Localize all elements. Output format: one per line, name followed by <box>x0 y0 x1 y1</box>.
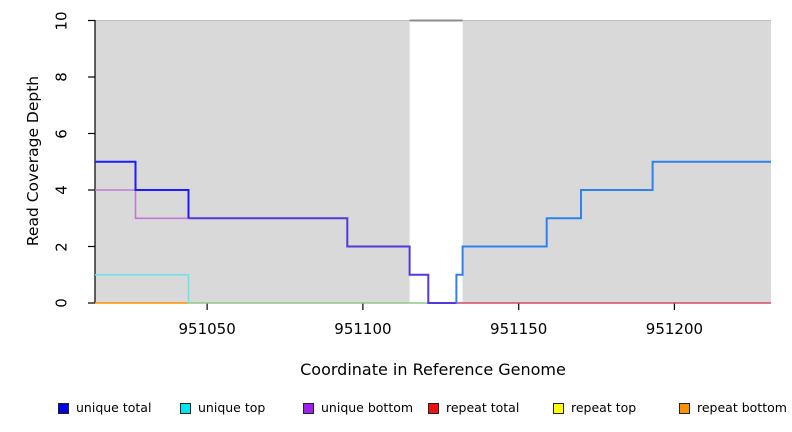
x-tick-label: 951050 <box>178 320 236 338</box>
x-axis-title: Coordinate in Reference Genome <box>300 360 566 379</box>
x-tick-label: 951200 <box>645 320 704 338</box>
y-tick-label: 6 <box>52 128 71 139</box>
y-tick-label: 4 <box>52 185 71 195</box>
legend-swatch-icon <box>553 402 564 414</box>
legend-label: unique total <box>76 400 152 415</box>
legend-label: repeat total <box>446 400 520 415</box>
series-unique-top-left <box>95 273 190 303</box>
series-unique-total-left <box>95 160 190 219</box>
legend-label: repeat top <box>571 400 637 415</box>
legend-swatch-icon <box>303 402 314 414</box>
legend-label: unique top <box>198 400 266 415</box>
legend-item-unique-total: unique total <box>58 401 151 415</box>
legend-swatch-icon <box>679 402 690 414</box>
legend-item-unique-top: unique top <box>180 401 265 415</box>
legend-label: unique bottom <box>321 400 414 415</box>
series-unique-total-bottom-overlap <box>188 217 457 304</box>
legend-item-unique-bottom: unique bottom <box>303 401 413 415</box>
y-tick-label: 2 <box>52 241 71 252</box>
y-tick-label: 0 <box>52 298 71 308</box>
y-tick-label: 10 <box>52 10 71 31</box>
series-unique-bottom <box>95 189 189 220</box>
legend-item-repeat-top: repeat top <box>553 401 636 415</box>
coverage-gap-band <box>409 20 463 303</box>
legend-item-repeat-total: repeat total <box>428 401 519 415</box>
legend-item-repeat-bottom: repeat bottom <box>679 401 787 415</box>
series-unique-total-top-overlap <box>455 160 771 303</box>
legend-swatch-icon <box>58 402 69 414</box>
y-axis-title: Read Coverage Depth <box>24 75 42 247</box>
legend-swatch-icon <box>180 402 191 414</box>
y-tick-label: 8 <box>52 72 71 82</box>
legend-label: repeat bottom <box>697 400 787 415</box>
x-tick-label: 951100 <box>334 320 392 338</box>
x-tick-label: 951150 <box>490 320 548 338</box>
legend-swatch-icon <box>428 402 439 414</box>
